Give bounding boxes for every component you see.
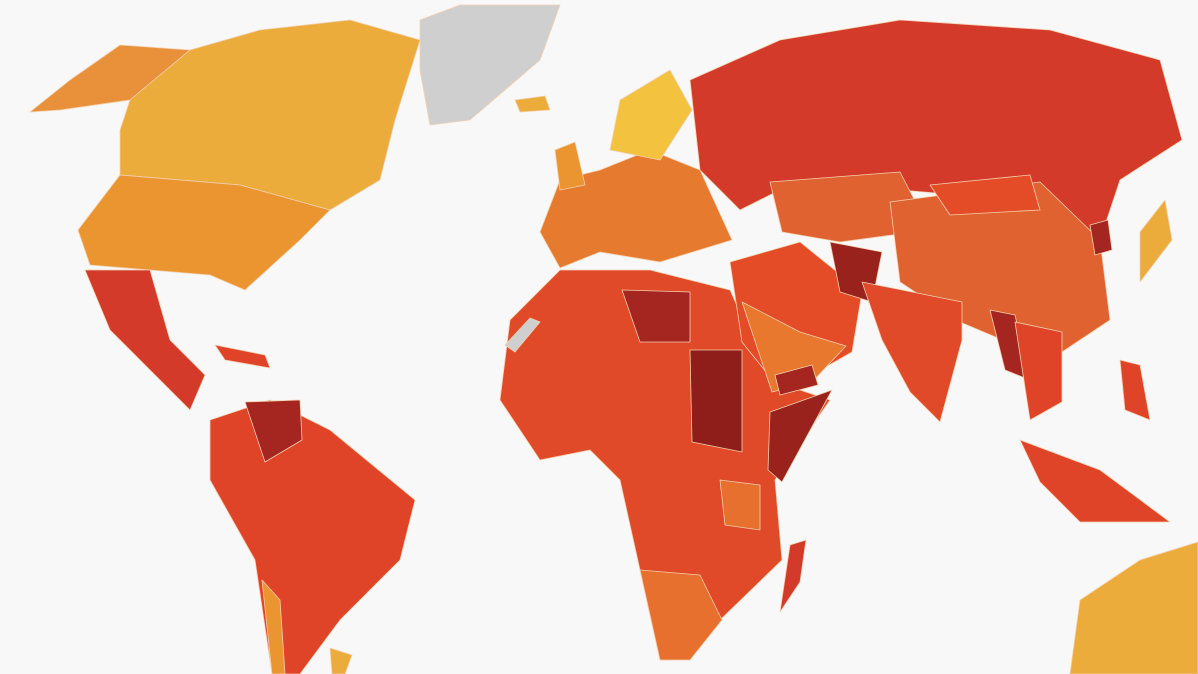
somalia xyxy=(767,389,833,483)
russia xyxy=(689,19,1183,241)
iceland xyxy=(514,95,551,113)
china xyxy=(889,181,1111,361)
western-sahara xyxy=(504,317,541,353)
philippines xyxy=(1119,359,1151,421)
scandinavia xyxy=(609,69,693,161)
yemen xyxy=(774,364,819,396)
central-asia xyxy=(769,171,931,243)
venezuela xyxy=(244,399,303,463)
caribbean xyxy=(214,344,271,369)
libya xyxy=(621,289,691,343)
india xyxy=(861,281,963,423)
uruguay xyxy=(329,647,353,674)
argentina-south xyxy=(261,579,286,674)
southern-africa xyxy=(639,569,723,661)
southeast-asia xyxy=(1014,321,1063,421)
arabia xyxy=(741,301,847,393)
indonesia xyxy=(1019,439,1171,523)
madagascar xyxy=(779,539,807,613)
korea xyxy=(1089,219,1113,256)
uk xyxy=(554,141,586,191)
mongolia xyxy=(929,174,1041,216)
usa xyxy=(77,174,331,291)
mexico-central-america xyxy=(84,269,206,411)
canada xyxy=(119,19,421,211)
south-america xyxy=(209,399,416,674)
sudan xyxy=(689,349,743,453)
japan xyxy=(1139,199,1173,283)
tanzania xyxy=(719,479,761,531)
australia xyxy=(1069,541,1198,674)
greenland xyxy=(419,4,561,126)
